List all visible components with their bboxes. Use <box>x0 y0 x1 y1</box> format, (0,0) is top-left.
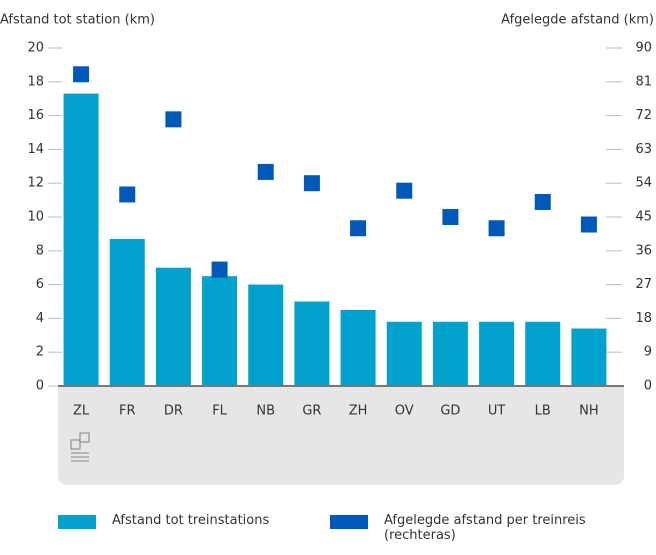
y2-tick-label: 72 <box>635 108 652 123</box>
square-marker <box>488 220 505 237</box>
bar <box>571 328 607 386</box>
x-tick-label: NB <box>256 404 275 419</box>
square-marker <box>580 216 597 233</box>
y-tick-label: 10 <box>27 210 44 225</box>
y2-tick-label: 81 <box>635 74 652 89</box>
bar <box>479 321 515 386</box>
bar <box>248 284 284 386</box>
logo <box>70 432 90 462</box>
x-tick-label: LB <box>535 404 551 419</box>
chart: Afstand tot station (km) Afgelegde afsta… <box>0 13 654 485</box>
square-marker <box>257 163 274 180</box>
x-tick-label: ZH <box>349 404 368 419</box>
y-tick-label: 2 <box>36 345 44 360</box>
x-tick-label: GR <box>302 404 321 419</box>
square-marker <box>119 186 136 203</box>
y-tick-label: 18 <box>27 74 44 89</box>
square-marker <box>211 261 228 278</box>
square-marker <box>396 182 413 199</box>
legend-label: Afgelegde afstand per treinreis (rechter… <box>384 513 586 543</box>
bar <box>155 267 191 386</box>
x-tick-label: OV <box>395 404 414 419</box>
legend-label: Afstand tot treinstations <box>112 513 270 528</box>
y2-tick-label: 54 <box>635 176 652 191</box>
x-tick-label: DR <box>164 404 183 419</box>
y2-tick-label: 63 <box>635 142 652 157</box>
bar <box>525 321 561 386</box>
x-tick-label: NH <box>579 404 599 419</box>
square-marker <box>442 209 459 225</box>
legend-item: Afgelegde afstand per treinreis (rechter… <box>330 513 614 543</box>
y-tick-label: 0 <box>36 379 44 394</box>
y2-tick-label: 45 <box>635 210 652 225</box>
y2-tick-label: 0 <box>644 379 652 394</box>
category-band <box>58 386 624 485</box>
y2-tick-label: 27 <box>635 277 652 292</box>
y-tick-label: 4 <box>36 311 44 326</box>
legend-item: Afstand tot treinstations <box>58 513 342 529</box>
y-axis-title: Afstand tot station (km) <box>0 13 155 28</box>
legend-swatch <box>330 515 368 529</box>
square-marker <box>534 193 551 210</box>
bar <box>386 321 422 386</box>
y-tick-label: 14 <box>27 142 44 157</box>
bar <box>294 301 330 386</box>
bar <box>432 321 468 386</box>
square-marker <box>165 111 182 128</box>
square-marker <box>73 66 90 83</box>
y-tick-label: 12 <box>27 176 44 191</box>
y2-tick-label: 9 <box>644 345 652 360</box>
x-tick-label: UT <box>488 404 506 419</box>
legend-swatch <box>58 515 96 529</box>
y2-axis-title: Afgelegde afstand (km) <box>501 13 654 28</box>
y2-tick-label: 36 <box>635 243 652 258</box>
y-tick-label: 20 <box>27 41 44 56</box>
x-tick-label: GD <box>440 404 460 419</box>
square-marker <box>303 175 320 192</box>
y2-tick-label: 90 <box>635 41 652 56</box>
bar <box>109 238 145 386</box>
bar <box>202 276 238 386</box>
y-tick-label: 6 <box>36 277 44 292</box>
y-tick-label: 8 <box>36 243 44 258</box>
x-tick-label: FR <box>119 404 136 419</box>
y-tick-label: 16 <box>27 108 44 123</box>
square-marker <box>350 220 367 237</box>
x-tick-label: FL <box>212 404 227 419</box>
y2-tick-label: 18 <box>635 311 652 326</box>
bar <box>340 309 376 386</box>
bar <box>63 93 99 386</box>
x-tick-label: ZL <box>73 404 90 419</box>
